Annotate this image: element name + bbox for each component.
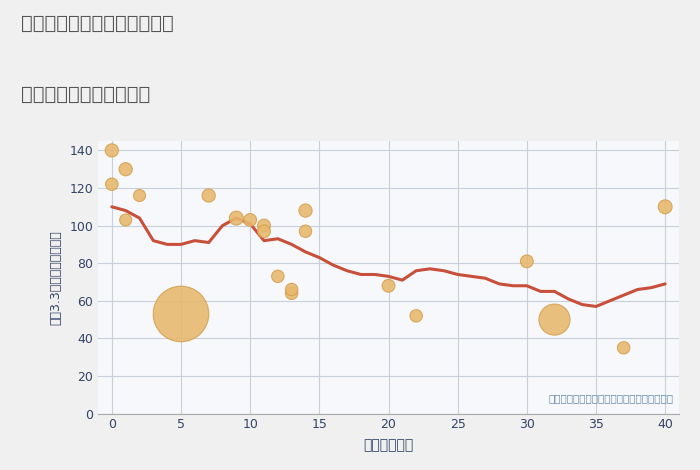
Y-axis label: 坪（3.3㎡）単価（万円）: 坪（3.3㎡）単価（万円） xyxy=(49,230,62,325)
Point xyxy=(659,203,671,211)
Point xyxy=(300,227,311,235)
Point xyxy=(106,147,118,154)
Point xyxy=(244,216,256,224)
Text: 築年数別中古戸建て価格: 築年数別中古戸建て価格 xyxy=(21,85,150,103)
Point xyxy=(272,273,284,280)
Point xyxy=(120,216,132,224)
Point xyxy=(258,227,270,235)
Point xyxy=(286,286,297,293)
Point xyxy=(176,310,187,318)
Point xyxy=(134,192,145,199)
Text: 円の大きさは、取引のあった物件面積を示す: 円の大きさは、取引のあった物件面積を示す xyxy=(548,393,673,403)
Point xyxy=(231,214,242,222)
Point xyxy=(618,344,629,352)
Point xyxy=(106,180,118,188)
Point xyxy=(203,192,214,199)
Point xyxy=(549,316,560,323)
Point xyxy=(300,207,311,214)
Point xyxy=(258,222,270,229)
Point xyxy=(522,258,533,265)
Point xyxy=(286,290,297,297)
X-axis label: 築年数（年）: 築年数（年） xyxy=(363,439,414,453)
Text: 神奈川県横須賀市追浜本町の: 神奈川県横須賀市追浜本町の xyxy=(21,14,174,33)
Point xyxy=(120,165,132,173)
Point xyxy=(383,282,394,290)
Point xyxy=(411,312,422,320)
